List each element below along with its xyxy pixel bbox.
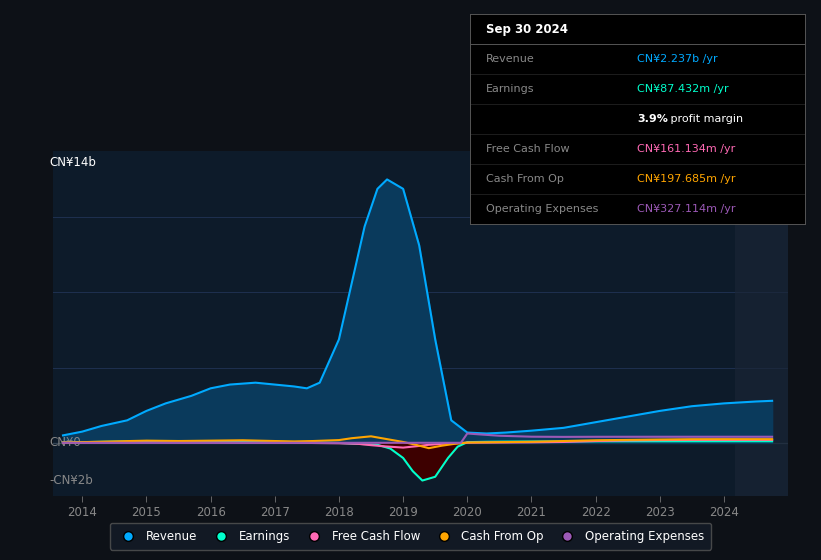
Text: CN¥87.432m /yr: CN¥87.432m /yr [637,84,729,94]
Text: Sep 30 2024: Sep 30 2024 [486,22,568,35]
Text: CN¥327.114m /yr: CN¥327.114m /yr [637,204,736,214]
Text: 3.9%: 3.9% [637,114,668,124]
Text: Earnings: Earnings [486,84,534,94]
Text: Cash From Op: Cash From Op [486,174,564,184]
Text: CN¥2.237b /yr: CN¥2.237b /yr [637,54,718,64]
Text: CN¥14b: CN¥14b [50,156,97,169]
Text: Revenue: Revenue [486,54,535,64]
Text: Operating Expenses: Operating Expenses [486,204,599,214]
Legend: Revenue, Earnings, Free Cash Flow, Cash From Op, Operating Expenses: Revenue, Earnings, Free Cash Flow, Cash … [109,522,712,550]
Text: CN¥197.685m /yr: CN¥197.685m /yr [637,174,736,184]
Text: CN¥161.134m /yr: CN¥161.134m /yr [637,144,736,154]
Bar [735,151,788,496]
Text: CN¥0: CN¥0 [50,436,81,450]
Text: profit margin: profit margin [667,114,743,124]
Text: Free Cash Flow: Free Cash Flow [486,144,570,154]
Text: -CN¥2b: -CN¥2b [50,474,94,487]
